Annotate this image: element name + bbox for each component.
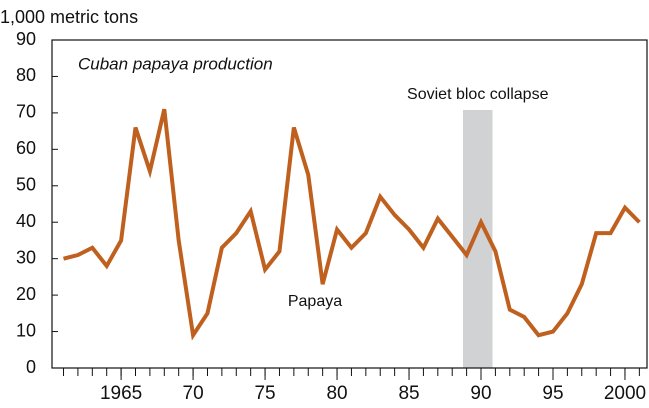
- x-tick-label: 1965: [100, 383, 142, 404]
- y-axis-label: 1,000 metric tons: [0, 7, 138, 27]
- x-tick-label: 80: [326, 383, 347, 404]
- line-series: [63, 108, 641, 341]
- y-tick-label: 30: [16, 247, 36, 267]
- x-tick-label: 90: [470, 383, 491, 404]
- y-tick-label: 0: [26, 357, 36, 377]
- x-tick-label: 2000: [604, 383, 646, 404]
- series-label: Papaya: [288, 293, 342, 310]
- annotation: Soviet bloc collapse: [407, 86, 549, 103]
- y-tick-label: 60: [16, 138, 36, 158]
- x-tick-label: 75: [254, 383, 275, 404]
- chart-title: Cuban papaya production: [78, 54, 273, 73]
- x-tick-label: 85: [398, 383, 419, 404]
- plot-frame: [51, 39, 648, 369]
- y-tick-label: 10: [16, 320, 36, 340]
- y-tick-label: 20: [16, 284, 36, 304]
- y-tick-label: 80: [16, 65, 36, 85]
- y-tick-label: 40: [16, 211, 36, 231]
- y-tick-label: 90: [16, 29, 36, 49]
- x-tick-label: 70: [183, 383, 204, 404]
- y-tick-label: 50: [16, 175, 36, 195]
- y-tick-label: 70: [16, 102, 36, 122]
- x-tick-label: 95: [542, 383, 563, 404]
